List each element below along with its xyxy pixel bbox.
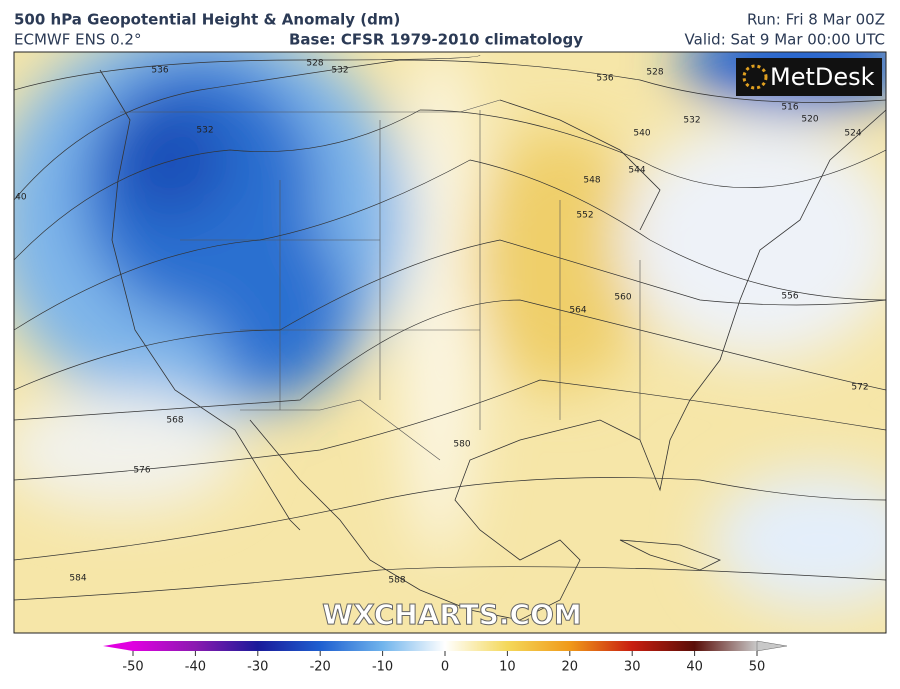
contour-label: 588	[388, 576, 405, 586]
valid: Valid: Sat 9 Mar 00:00 UTC	[685, 31, 885, 49]
contour-label: 576	[133, 466, 150, 476]
contour-label: 568	[166, 416, 183, 426]
contour-label: 556	[781, 292, 798, 302]
colorbar-tick-label: 50	[749, 660, 766, 675]
colorbar-tick-label: 30	[624, 660, 641, 675]
contour-label: 540	[9, 193, 26, 203]
colorbar-tick-label: 20	[562, 660, 579, 675]
colorbar-min-arrow	[103, 641, 133, 651]
contour-label: 560	[614, 293, 631, 303]
contour-label: 564	[569, 306, 586, 316]
contour-label: 548	[583, 176, 600, 186]
contour-label: 536	[151, 66, 168, 76]
contour-label: 572	[851, 383, 868, 393]
run: Run: Fri 8 Mar 00Z	[747, 11, 885, 29]
contour-label: 532	[196, 126, 213, 136]
colorbar-tick-label: -10	[372, 660, 393, 675]
contour-label: 540	[633, 129, 650, 139]
title: 500 hPa Geopotential Height & Anomaly (d…	[14, 11, 400, 29]
contour-label: 544	[628, 166, 645, 176]
contour-label: 580	[453, 440, 470, 450]
colorbar-tick-label: -40	[185, 660, 206, 675]
colorbar-tick-label: -50	[122, 660, 143, 675]
colorbar-tick-label: 0	[441, 660, 449, 675]
contour-label: 552	[576, 211, 593, 221]
colorbar	[133, 641, 757, 651]
contour-label: 584	[69, 574, 86, 584]
contour-label: 536	[596, 74, 613, 84]
logo: MetDesk	[770, 63, 875, 91]
contour-label: 532	[331, 66, 348, 76]
contours	[14, 54, 886, 601]
contour-label: 532	[683, 116, 700, 126]
contour-label: 520	[801, 115, 818, 125]
contour-label: 516	[781, 103, 798, 113]
model: ECMWF ENS 0.2°	[14, 31, 141, 49]
map-area: 536 528 532 536 528 532 540 544 548 552 556 560 564 5…	[9, 52, 886, 633]
colorbar-tick-label: -30	[247, 660, 268, 675]
coastline	[99, 69, 886, 621]
colorbar-tick-label: 40	[686, 660, 703, 675]
colorbar-tick-label: -20	[310, 660, 331, 675]
contour-label: 528	[306, 59, 323, 69]
contour-label: 528	[646, 68, 663, 78]
colorbar-max-arrow	[756, 640, 788, 652]
watermark: WXCHARTS.COM	[322, 598, 582, 631]
base: Base: CFSR 1979-2010 climatology	[289, 31, 583, 49]
contour-label: 524	[844, 129, 861, 139]
map-frame	[13, 51, 887, 634]
colorbar-tick-label: 10	[499, 660, 516, 675]
